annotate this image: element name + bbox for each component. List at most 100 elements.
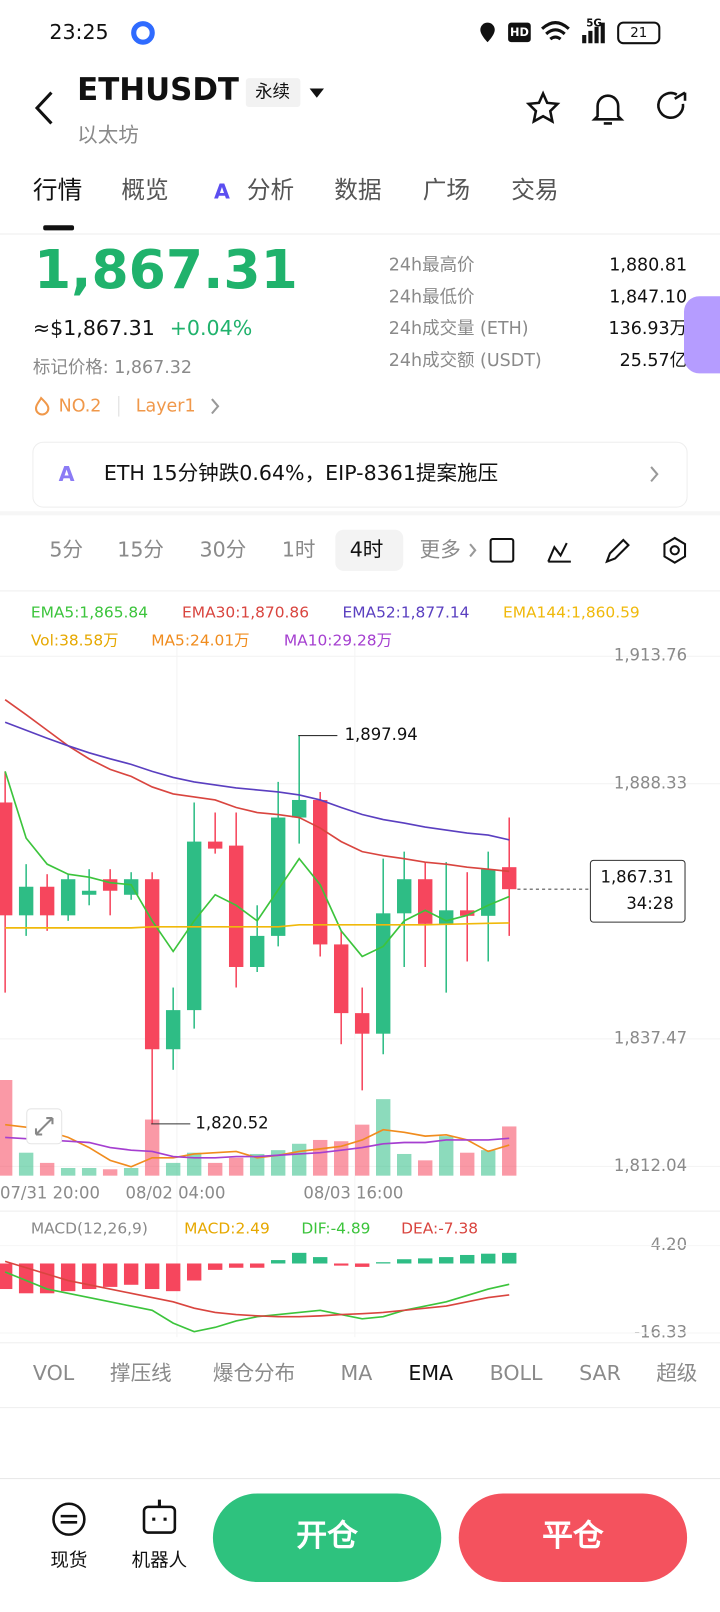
open-button[interactable] [212, 1493, 442, 1582]
macd-title: MACD(12,26,9) [31, 1220, 148, 1238]
macd-bar [312, 1257, 328, 1264]
spot-icon [52, 1502, 86, 1536]
stat-label: 24h成交量 (ETH) [389, 319, 529, 339]
tab[interactable]: 行情 [33, 175, 82, 204]
low-label: 1,820.52 [195, 1113, 268, 1132]
candle-body [312, 799, 328, 945]
stat-label: 24h成交额 (USDT) [389, 351, 542, 371]
high-label: 1,897.94 [345, 725, 418, 744]
candle-body [0, 802, 13, 916]
tab[interactable]: 数据 [334, 176, 381, 204]
candle-body [291, 799, 307, 818]
y-tick-label: 1,888.33 [614, 773, 687, 792]
spot[interactable]: 现货 [50, 1550, 87, 1571]
volume-bar [165, 1162, 181, 1176]
legend-entry: MA5:24.01万 [151, 631, 249, 649]
macd-bar [481, 1253, 496, 1264]
indicator-tab[interactable]: 超级 [656, 1361, 697, 1385]
favorite-button[interactable] [525, 90, 561, 124]
interval[interactable]: 4时 [350, 537, 384, 561]
news-text: ETH 15分钟跌0.64%，EIP-8361提案施压 [104, 461, 498, 485]
macd-bar [186, 1263, 202, 1281]
volume-bar [60, 1168, 76, 1176]
macd-bar [418, 1258, 433, 1264]
volume-bar [228, 1157, 244, 1176]
ema-line [4, 771, 510, 958]
settings-dot [669, 545, 680, 556]
indicator-tab[interactable]: VOL [33, 1361, 75, 1385]
bot[interactable]: 机器人 [132, 1550, 188, 1571]
last-price-tag [589, 859, 686, 923]
close-button[interactable] [458, 1493, 688, 1582]
legend-entry: EMA30:1,870.86 [182, 604, 309, 622]
location-icon [480, 22, 495, 43]
candle-body [144, 879, 160, 1050]
contract: 永续 [255, 83, 290, 103]
hot-icon [34, 396, 50, 416]
sector-tag[interactable]: Layer1 [136, 396, 196, 416]
rank[interactable]: NO.2 [59, 396, 102, 416]
indicator-tab[interactable]: 撑压线 [110, 1361, 172, 1385]
wifi-icon [541, 21, 570, 41]
symbol-dropdown[interactable] [309, 88, 324, 98]
candle-body [39, 886, 55, 916]
app-icon [131, 21, 155, 45]
legend-entry: MA10:29.28万 [284, 631, 392, 649]
y-tick-label: 1,913.76 [614, 646, 687, 665]
volume-bar [123, 1168, 139, 1176]
indicator-tab[interactable]: EMA [408, 1361, 453, 1385]
floating-assistant[interactable] [683, 296, 720, 374]
volume-bar [481, 1150, 496, 1176]
divider [0, 1478, 720, 1480]
volume-bar [439, 1136, 454, 1176]
ema-line [4, 721, 510, 841]
open-label: 开仓 [296, 1518, 358, 1554]
tab[interactable]: 交易 [511, 176, 558, 204]
hd-badge [508, 22, 531, 43]
macd-bar [123, 1263, 139, 1285]
candle-body [207, 841, 223, 849]
ai-icon: A [214, 179, 230, 203]
back-button[interactable] [34, 91, 53, 125]
interval[interactable]: 更多 [420, 537, 461, 561]
draw-button[interactable] [605, 538, 630, 564]
x-tick-label: 08/03 16:00 [303, 1184, 403, 1203]
interval[interactable]: 5分 [49, 537, 83, 561]
fullscreen-button[interactable] [489, 537, 515, 563]
interval[interactable]: 30分 [200, 537, 247, 561]
battery [617, 21, 661, 45]
indicator-button[interactable] [547, 542, 571, 563]
macd-bar [18, 1263, 34, 1294]
interval[interactable]: 1时 [282, 537, 316, 561]
indicator-tab[interactable]: 爆仓分布 [213, 1361, 295, 1385]
candle-body [333, 944, 349, 1014]
divider [0, 233, 720, 235]
alert-button[interactable] [591, 94, 625, 125]
ema-line [5, 922, 510, 929]
interval-selected [335, 529, 404, 571]
tab[interactable]: 概览 [121, 176, 168, 204]
volume-bar [0, 1079, 13, 1176]
share-button[interactable] [657, 91, 687, 119]
candle-body [60, 879, 76, 916]
indicator-tab[interactable]: BOLL [490, 1361, 543, 1385]
candle-body [165, 1010, 181, 1050]
tab[interactable]: 广场 [423, 176, 470, 204]
legend-entry: Vol:38.58万 [31, 631, 119, 649]
indicator-tab[interactable]: MA [340, 1361, 372, 1385]
volume-bar [18, 1152, 34, 1176]
stat-value: 136.93万 [608, 319, 687, 339]
macd-bar [333, 1263, 349, 1266]
indicator-tab[interactable]: SAR [579, 1361, 621, 1385]
news-card[interactable] [32, 441, 688, 508]
asset-name: 以太坊 [77, 123, 139, 147]
interval[interactable]: 15分 [117, 537, 164, 561]
tab[interactable]: 分析 [247, 176, 294, 204]
stat-label: 24h最低价 [389, 287, 475, 307]
macd-tick-label: 4.20 [650, 1235, 687, 1254]
candle-body [249, 935, 265, 967]
volume-bar [207, 1162, 223, 1176]
settings-button[interactable] [663, 536, 687, 564]
